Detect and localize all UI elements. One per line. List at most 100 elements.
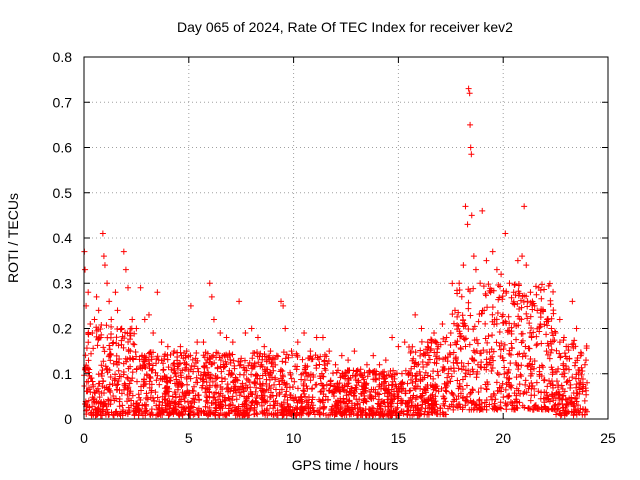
data-point (466, 90, 473, 97)
background-marker (395, 385, 402, 392)
background-marker (221, 396, 228, 403)
background-marker (440, 367, 447, 374)
background-marker (538, 295, 545, 302)
y-tick-label: 0.1 (53, 366, 73, 382)
background-marker (147, 375, 154, 382)
background-marker (227, 359, 234, 366)
background-marker (471, 357, 478, 364)
background-marker (150, 349, 157, 356)
background-marker (175, 384, 182, 391)
background-marker (333, 369, 340, 376)
background-marker (229, 397, 236, 404)
data-point (487, 289, 494, 296)
background-marker (489, 318, 496, 325)
background-marker (418, 404, 425, 411)
background-marker (353, 386, 360, 393)
background-marker (557, 412, 564, 419)
background-marker (497, 346, 504, 353)
background-marker (482, 320, 489, 327)
background-marker (98, 373, 105, 380)
background-marker (340, 395, 347, 402)
background-marker (465, 286, 472, 293)
background-marker (385, 410, 392, 417)
background-marker (129, 369, 136, 376)
background-marker (159, 399, 166, 406)
background-marker (146, 378, 153, 385)
background-marker (90, 381, 97, 388)
background-marker (173, 373, 180, 380)
background-marker (570, 411, 577, 418)
background-marker (177, 360, 184, 367)
background-marker (554, 384, 561, 391)
background-marker (508, 324, 515, 331)
background-marker (545, 406, 552, 413)
background-marker (361, 379, 368, 386)
data-point (514, 257, 521, 264)
background-marker (113, 334, 120, 341)
background-marker (533, 333, 540, 340)
background-marker (577, 405, 584, 412)
background-marker (346, 407, 353, 414)
background-marker (331, 409, 338, 416)
background-marker (112, 410, 119, 417)
data-point (210, 316, 217, 323)
background-marker (144, 394, 151, 401)
background-marker (376, 375, 383, 382)
background-marker (187, 400, 194, 407)
data-point (493, 266, 500, 273)
background-marker (186, 389, 193, 396)
background-marker (107, 357, 114, 364)
background-marker (229, 371, 236, 378)
background-marker (294, 352, 301, 359)
background-marker (302, 393, 309, 400)
background-marker (563, 401, 570, 408)
background-marker (468, 406, 475, 413)
background-marker (287, 371, 294, 378)
background-marker (441, 395, 448, 402)
background-marker (110, 360, 117, 367)
background-marker (517, 371, 524, 378)
background-marker (510, 298, 517, 305)
background-marker (162, 374, 169, 381)
data-point (412, 311, 419, 318)
background-marker (245, 362, 252, 369)
background-marker (557, 353, 564, 360)
background-marker (367, 395, 374, 402)
background-marker (268, 411, 275, 418)
background-marker (553, 347, 560, 354)
background-marker (134, 378, 141, 385)
background-marker (340, 386, 347, 393)
background-marker (569, 374, 576, 381)
background-marker (285, 410, 292, 417)
background-marker (483, 356, 490, 363)
background-marker (278, 401, 285, 408)
background-marker (362, 405, 369, 412)
data-series (81, 85, 591, 386)
background-marker (126, 380, 133, 387)
background-marker (432, 339, 439, 346)
background-marker (409, 379, 416, 386)
background-marker (501, 364, 508, 371)
background-marker (82, 352, 89, 359)
data-point (443, 334, 450, 341)
background-marker (83, 345, 90, 352)
background-marker (106, 346, 113, 353)
background-marker (345, 406, 352, 413)
background-marker (583, 343, 590, 350)
data-point (236, 298, 243, 305)
background-marker (299, 356, 306, 363)
axis-ticks: 0 5 10 15 20 25 0 0.1 0.2 0.3 0.4 0.5 0.6 0.7 0.8 (53, 49, 616, 446)
background-marker (543, 331, 550, 338)
background-marker (480, 347, 487, 354)
background-marker (480, 283, 487, 290)
data-point (145, 311, 152, 318)
y-tick-label: 0.3 (53, 275, 73, 291)
background-marker (164, 352, 171, 359)
background-marker (519, 330, 526, 337)
background-marker (190, 388, 197, 395)
background-marker (527, 406, 534, 413)
background-marker (405, 371, 412, 378)
background-marker (450, 320, 457, 327)
background-marker (163, 388, 170, 395)
background-marker (583, 387, 590, 394)
